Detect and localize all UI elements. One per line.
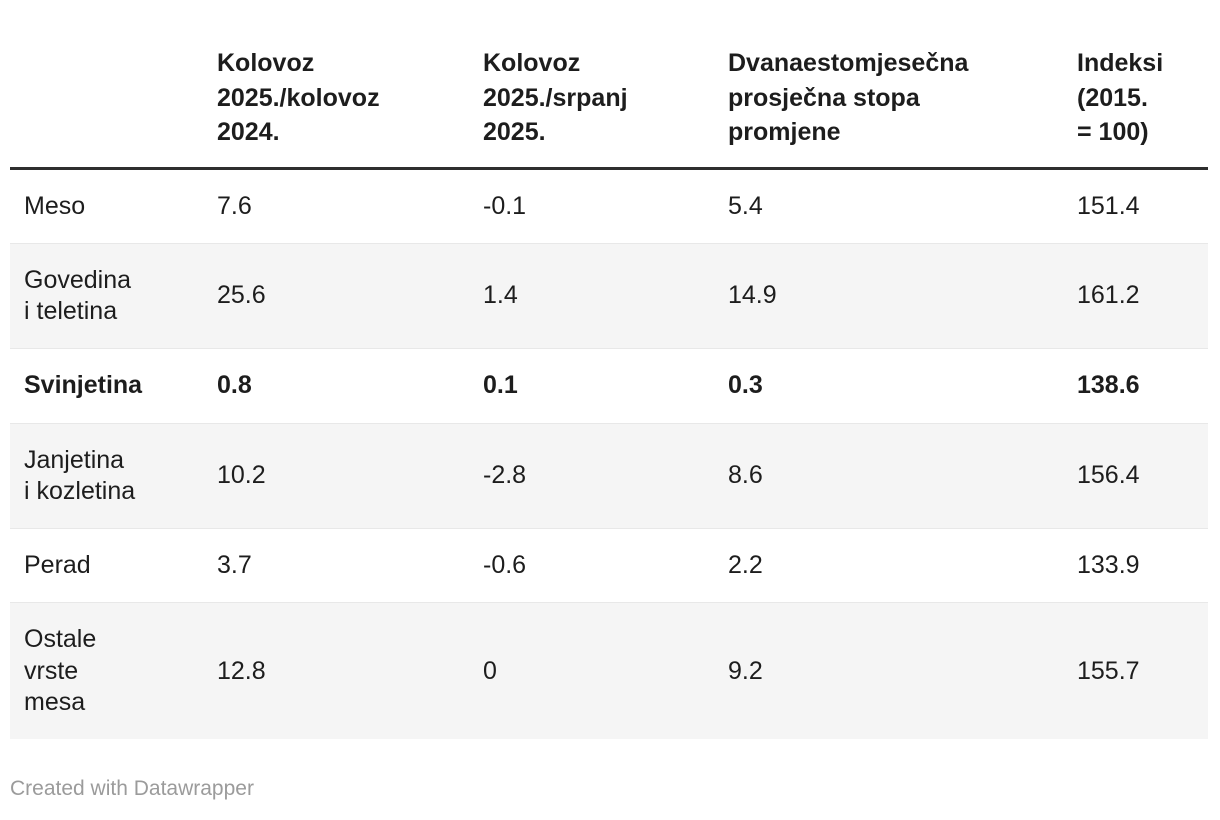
row-label: Janjetina i kozletina xyxy=(10,422,203,529)
cell-value: 151.4 xyxy=(1077,191,1140,220)
row-label: Svinjetina xyxy=(10,348,203,423)
table-row: Govedina i teletina 25.6 1.4 14.9 161.2 xyxy=(10,242,1208,349)
cell-value: 155.7 xyxy=(1063,602,1208,739)
cell-value: -0.6 xyxy=(469,527,714,603)
row-label: Govedina i teletina xyxy=(10,242,203,349)
cell-value: 3.7 xyxy=(203,527,469,603)
header-cell-rowlabel xyxy=(10,0,203,170)
row-label: Ostale vrste mesa xyxy=(10,602,203,739)
cell-value: 156.4 xyxy=(1063,422,1208,529)
header-cell-mom: Kolovoz 2025./srpanj 2025. xyxy=(469,0,714,170)
table-row: Perad 3.7 -0.6 2.2 133.9 xyxy=(10,527,1208,603)
datawrapper-credit-link[interactable]: Created with Datawrapper xyxy=(10,777,254,800)
table-header: Kolovoz 2025./kolovoz 2024. Kolovoz 2025… xyxy=(10,0,1208,170)
cell-value: 133.9 xyxy=(1063,527,1208,603)
cell-value: 7.6 xyxy=(217,191,252,220)
cell-value: -2.8 xyxy=(469,422,714,529)
cell-value: 138.6 xyxy=(1063,348,1208,423)
header-cell-yoy: Kolovoz 2025./kolovoz 2024. xyxy=(203,0,469,170)
data-table: Kolovoz 2025./kolovoz 2024. Kolovoz 2025… xyxy=(10,0,1208,739)
header-cell-avg12m: Dvanaestomjesečna prosječna stopa promje… xyxy=(714,0,1063,170)
header-cell-index: Indeksi (2015. = 100) xyxy=(1063,0,1208,170)
cell-value: 0 xyxy=(469,602,714,739)
cell-value: -0.1 xyxy=(483,191,527,220)
cell-value: 8.6 xyxy=(714,422,1063,529)
cell-value: 5.4 xyxy=(728,191,763,220)
table-row: Janjetina i kozletina 10.2 -2.8 8.6 156.4 xyxy=(10,422,1208,529)
cell-value: 0.1 xyxy=(469,348,714,423)
table-body: Meso 7.6 -0.1 5.4 151.4 Govedina i teletina 25… xyxy=(10,168,1208,739)
cell-value: 25.6 xyxy=(203,242,469,349)
table-row: Ostale vrste mesa 12.8 0 9.2 155.7 xyxy=(10,602,1208,739)
cell-value: 9.2 xyxy=(714,602,1063,739)
table-row: Meso 7.6 -0.1 5.4 151.4 xyxy=(10,168,1208,243)
cell-value: 12.8 xyxy=(203,602,469,739)
cell-value: 10.2 xyxy=(203,422,469,529)
cell-value: 2.2 xyxy=(714,527,1063,603)
cell-value: 161.2 xyxy=(1063,242,1208,349)
row-label: Perad xyxy=(10,527,203,603)
cell-value: 0.8 xyxy=(203,348,469,423)
cell-value: 1.4 xyxy=(469,242,714,349)
cell-value: 0.3 xyxy=(714,348,1063,423)
header-row: Kolovoz 2025./kolovoz 2024. Kolovoz 2025… xyxy=(10,0,1208,170)
table-row: Svinjetina 0.8 0.1 0.3 138.6 xyxy=(10,348,1208,423)
row-label: Meso xyxy=(24,191,86,220)
cell-value: 14.9 xyxy=(714,242,1063,349)
